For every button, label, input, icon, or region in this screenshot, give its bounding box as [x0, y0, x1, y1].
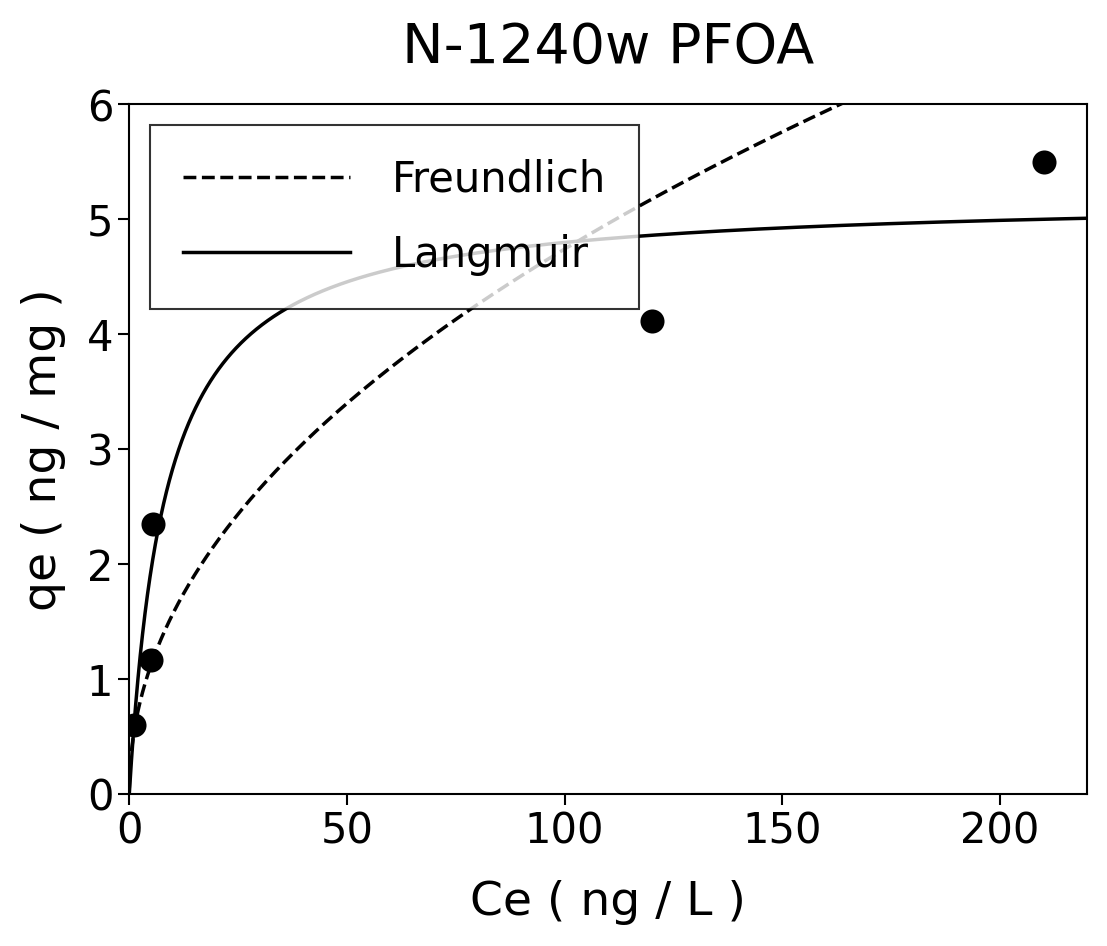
Langmuir	[696, 226, 710, 237]
Langmuir	[123, 788, 136, 799]
Y-axis label: qe ( ng / mg ): qe ( ng / mg )	[21, 289, 65, 611]
Freundlich	[488, 287, 501, 298]
Freundlich	[909, 64, 922, 76]
Point	[642, 313, 660, 328]
Freundlich	[1079, 0, 1093, 4]
Freundlich	[837, 96, 850, 108]
Langmuir	[1079, 213, 1093, 224]
Legend: Freundlich, Langmuir: Freundlich, Langmuir	[149, 125, 639, 309]
Point	[125, 718, 143, 733]
Langmuir	[488, 245, 501, 256]
Point	[142, 653, 159, 668]
Freundlich	[745, 141, 758, 152]
Freundlich	[696, 166, 710, 177]
Freundlich	[123, 782, 136, 794]
Line: Freundlich: Freundlich	[130, 0, 1086, 788]
Langmuir	[909, 218, 922, 229]
Title: N-1240w PFOA: N-1240w PFOA	[402, 21, 814, 75]
Langmuir	[745, 223, 758, 235]
Langmuir	[297, 294, 310, 306]
X-axis label: Ce ( ng / L ): Ce ( ng / L )	[469, 880, 745, 925]
Line: Langmuir: Langmuir	[130, 219, 1086, 794]
Point	[144, 517, 162, 532]
Freundlich	[297, 438, 310, 449]
Point	[1034, 154, 1052, 169]
Langmuir	[837, 219, 850, 231]
